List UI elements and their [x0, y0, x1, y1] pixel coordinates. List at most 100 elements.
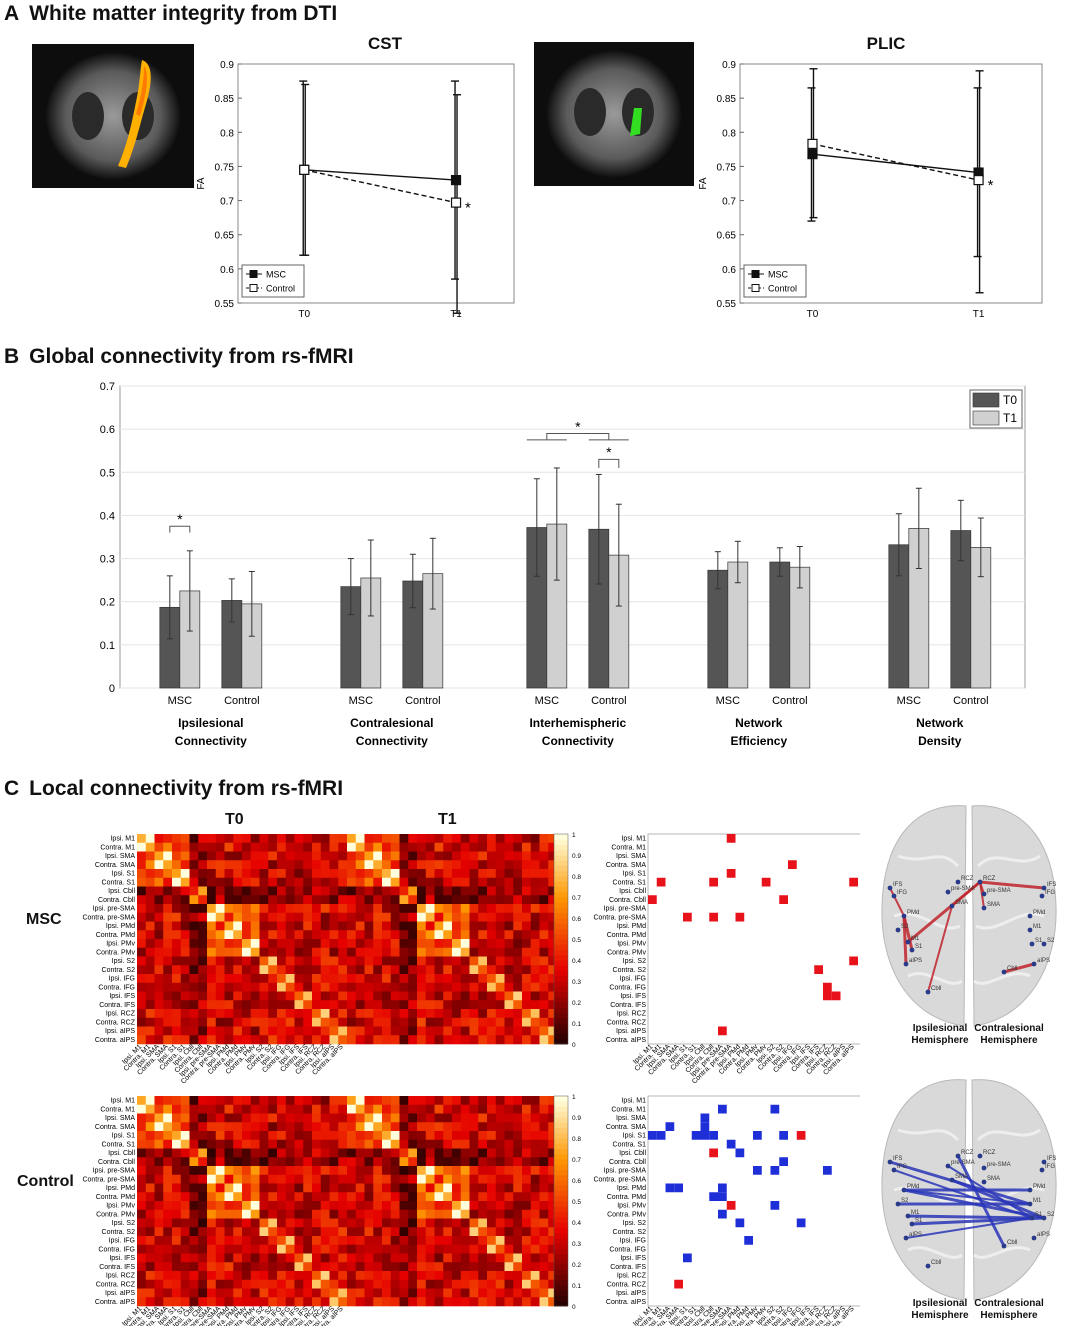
matrix-cell: [207, 1279, 217, 1289]
colorbar-tick-label: 0.1: [572, 1283, 581, 1290]
matrix-cell: [408, 1035, 418, 1045]
matrix-cell: [303, 1122, 313, 1132]
matrix-cell: [189, 1288, 199, 1298]
significant-cell-positive: [823, 991, 832, 1001]
matrix-cell: [364, 877, 374, 887]
msc-sig-significance-frame: [647, 833, 860, 1045]
msc-matrix-row-label: Ipsi. IFS: [109, 993, 135, 1000]
matrix-cell: [145, 1201, 155, 1211]
matrix-cell: [478, 842, 488, 852]
matrix-cell: [303, 1174, 313, 1184]
colorbar-segment: [554, 912, 568, 919]
matrix-cell: [460, 1209, 470, 1219]
matrix-cell: [513, 1209, 523, 1219]
matrix-cell: [504, 1157, 514, 1167]
matrix-cell: [399, 851, 409, 861]
matrix-cell: [390, 1104, 400, 1114]
matrix-cell: [233, 904, 243, 914]
y-tick-label: 0.75: [717, 162, 737, 173]
colorbar-tick-label: 1: [572, 832, 576, 839]
matrix-cell: [207, 842, 217, 852]
matrix-cell: [198, 860, 208, 870]
matrix-cell: [137, 1148, 147, 1158]
matrix-cell: [268, 886, 278, 896]
matrix-cell: [399, 930, 409, 940]
connection-edge: [947, 1165, 1033, 1219]
matrix-cell: [250, 886, 260, 896]
matrix-cell: [408, 842, 418, 852]
control-sig-row-label: Ipsi. RCZ: [617, 1273, 647, 1280]
matrix-cell: [207, 1192, 217, 1202]
matrix-cell: [277, 939, 287, 949]
matrix-cell: [504, 947, 514, 957]
matrix-cell: [172, 1148, 182, 1158]
matrix-cell: [469, 1297, 479, 1307]
matrix-cell: [154, 1297, 164, 1307]
brain-node: [887, 885, 893, 891]
matrix-cell: [434, 1000, 444, 1010]
matrix-cell: [338, 1253, 348, 1263]
matrix-cell: [189, 1104, 199, 1114]
matrix-cell: [417, 1279, 427, 1289]
matrix-cell: [224, 842, 234, 852]
matrix-cell: [277, 1201, 287, 1211]
matrix-cell: [277, 860, 287, 870]
matrix-cell: [189, 1297, 199, 1307]
matrix-cell: [417, 877, 427, 887]
x-tick-label: T1: [973, 309, 985, 320]
matrix-cell: [172, 1122, 182, 1132]
matrix-cell: [250, 1288, 260, 1298]
matrix-cell: [303, 895, 313, 905]
matrix-cell: [137, 1157, 147, 1167]
matrix-cell: [163, 1139, 173, 1149]
matrix-cell: [513, 1148, 523, 1158]
matrix-cell: [329, 1227, 339, 1237]
matrix-cell: [277, 1279, 287, 1289]
colorbar-segment: [554, 844, 568, 851]
colorbar-segment: [554, 1274, 568, 1281]
matrix-cell: [355, 921, 365, 931]
matrix-cell: [364, 1288, 374, 1298]
matrix-cell: [530, 860, 540, 870]
matrix-cell: [504, 939, 514, 949]
matrix-cell: [180, 947, 190, 957]
control-matrix-row-label: Contra. RCZ: [96, 1281, 136, 1288]
matrix-cell: [145, 886, 155, 896]
colorbar-segment: [554, 855, 568, 861]
matrix-cell: [285, 1236, 295, 1246]
control-sig-row-label: Ipsi. S1: [623, 1133, 646, 1140]
matrix-cell: [329, 965, 339, 975]
matrix-cell: [452, 1297, 462, 1307]
matrix-cell: [215, 1035, 225, 1045]
matrix-cell: [338, 930, 348, 940]
colorbar-segment: [554, 949, 568, 956]
matrix-cell: [425, 1279, 435, 1289]
connection-edge: [902, 915, 908, 965]
matrix-cell: [522, 904, 532, 914]
matrix-cell: [320, 1253, 330, 1263]
matrix-cell: [390, 991, 400, 1001]
matrix-cell: [522, 1104, 532, 1114]
matrix-cell: [224, 1166, 234, 1176]
matrix-cell: [425, 1192, 435, 1202]
matrix-cell: [303, 877, 313, 887]
matrix-cell: [504, 869, 514, 879]
matrix-cell: [469, 965, 479, 975]
colorbar-segment: [554, 1159, 568, 1165]
matrix-cell: [355, 1218, 365, 1228]
matrix-cell: [338, 1096, 348, 1106]
matrix-cell: [207, 1131, 217, 1141]
msc-sig-row-label: Contra. PMd: [607, 932, 646, 939]
matrix-cell: [154, 842, 164, 852]
matrix-cell: [417, 1166, 427, 1176]
matrix-cell: [338, 842, 348, 852]
matrix-cell: [242, 965, 252, 975]
matrix-cell: [452, 1096, 462, 1106]
matrix-cell: [364, 1026, 374, 1036]
msc-matrix-row-label: Contra. PMv: [96, 949, 135, 956]
matrix-cell: [513, 877, 523, 887]
matrix-cell: [137, 982, 147, 992]
matrix-cell: [259, 895, 269, 905]
matrix-cell: [408, 1009, 418, 1019]
significant-cell-positive: [761, 877, 771, 887]
